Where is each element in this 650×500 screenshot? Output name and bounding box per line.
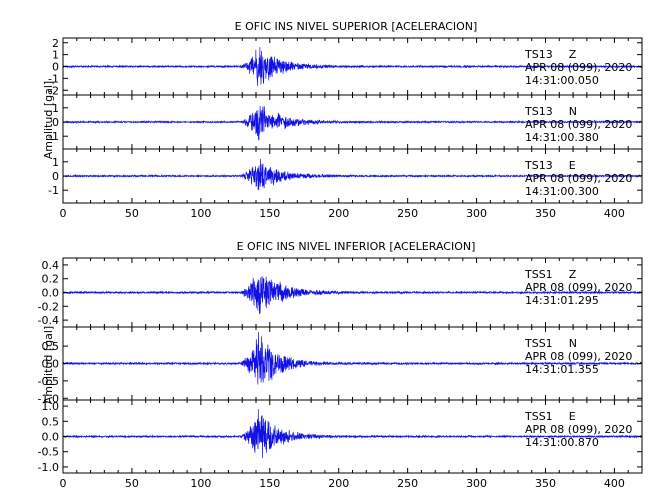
x-tick-label: 250 [397,477,418,490]
x-tick-label: 100 [190,207,211,220]
y-tick-label: 0.0 [42,287,60,300]
component-name: Z [569,48,577,61]
x-tick-label: 200 [328,477,349,490]
station-name: TS13 [524,48,553,61]
y-tick-label: -0.2 [38,300,59,313]
y-tick-label: -1 [48,72,59,85]
trace-date-label: APR 08 (099), 2020 [525,118,632,131]
component-name: E [569,159,576,172]
x-tick-label: 250 [397,207,418,220]
x-tick-label: 0 [60,477,67,490]
trace-date-label: APR 08 (099), 2020 [525,281,632,294]
y-tick-label: 0 [52,61,59,74]
x-tick-label: 200 [328,207,349,220]
y-tick-label: 0.5 [42,415,60,428]
y-tick-label: 0.0 [42,431,60,444]
chart-title-lower: E OFIC INS NIVEL INFERIOR [ACELERACION] [237,240,476,253]
component-name: Z [569,268,577,281]
y-tick-label: -1.0 [38,392,59,405]
component-name: E [569,410,576,423]
trace-time-label: 14:31:00.300 [525,185,599,198]
station-name: TSS1 [524,337,553,350]
x-tick-label: 350 [535,207,556,220]
x-tick-label: 300 [466,207,487,220]
trace-station-label: TS13 Z [524,48,577,61]
x-tick-label: 100 [190,477,211,490]
upper-level-chart: E OFIC INS NIVEL SUPERIOR [ACELERACION] … [42,20,643,220]
seismic-trace [62,409,643,458]
y-tick-label: -2 [48,84,59,97]
component-name: N [569,105,577,118]
x-tick-label: 350 [535,477,556,490]
y-tick-label: 0 [52,116,59,129]
trace-time-label: 14:31:01.355 [525,363,599,376]
y-tick-label: 0.5 [42,340,60,353]
trace-station-label: TSS1 Z [524,268,577,281]
trace-date-label: APR 08 (099), 2020 [525,172,632,185]
trace-station-label: TSS1 N [524,337,577,350]
y-tick-label: -0.5 [38,375,59,388]
trace-station-label: TSS1 E [524,410,576,423]
y-tick-label: 2 [52,37,59,50]
x-tick-label: 300 [466,477,487,490]
lower-level-chart: E OFIC INS NIVEL INFERIOR [ACELERACION] … [38,240,643,490]
y-axis-label-upper: Amplitud [gal] [42,81,55,159]
y-tick-label: -1.0 [38,461,59,474]
y-tick-label: 0.0 [42,358,60,371]
seismic-trace [62,159,643,190]
station-name: TSS1 [524,410,553,423]
trace-time-label: 14:31:00.380 [525,131,599,144]
y-tick-label: 1 [52,102,59,115]
seismic-trace [62,106,643,141]
trace-time-label: 14:31:00.050 [525,74,599,87]
x-tick-label: 150 [259,207,280,220]
chart-title-upper: E OFIC INS NIVEL SUPERIOR [ACELERACION] [235,20,478,33]
y-tick-label: 1 [52,156,59,169]
x-tick-label: 0 [60,207,67,220]
trace-time-label: 14:31:01.295 [525,294,599,307]
x-tick-label: 400 [604,207,625,220]
station-name: TSS1 [524,268,553,281]
y-tick-label: 0.2 [42,273,60,286]
x-tick-label: 150 [259,477,280,490]
y-tick-label: 0.4 [42,259,60,272]
y-tick-label: -1 [48,184,59,197]
y-tick-label: 1.0 [42,400,60,413]
y-tick-label: -1 [48,130,59,143]
seismic-trace [62,47,643,86]
trace-station-label: TS13 N [524,105,577,118]
y-tick-label: -0.5 [38,446,59,459]
x-tick-label: 50 [125,477,139,490]
station-name: TS13 [524,159,553,172]
y-tick-label: -0.4 [38,314,59,327]
seismic-trace [62,275,643,315]
x-tick-label: 400 [604,477,625,490]
y-tick-label: 0 [52,170,59,183]
trace-time-label: 14:31:00.870 [525,436,599,449]
trace-date-label: APR 08 (099), 2020 [525,61,632,74]
trace-station-label: TS13 E [524,159,576,172]
y-tick-label: 1 [52,49,59,62]
trace-date-label: APR 08 (099), 2020 [525,350,632,363]
seismic-trace [62,331,643,385]
trace-date-label: APR 08 (099), 2020 [525,423,632,436]
component-name: N [569,337,577,350]
y-axis-label-lower: Amplitud [gal] [42,326,55,404]
station-name: TS13 [524,105,553,118]
x-tick-label: 50 [125,207,139,220]
